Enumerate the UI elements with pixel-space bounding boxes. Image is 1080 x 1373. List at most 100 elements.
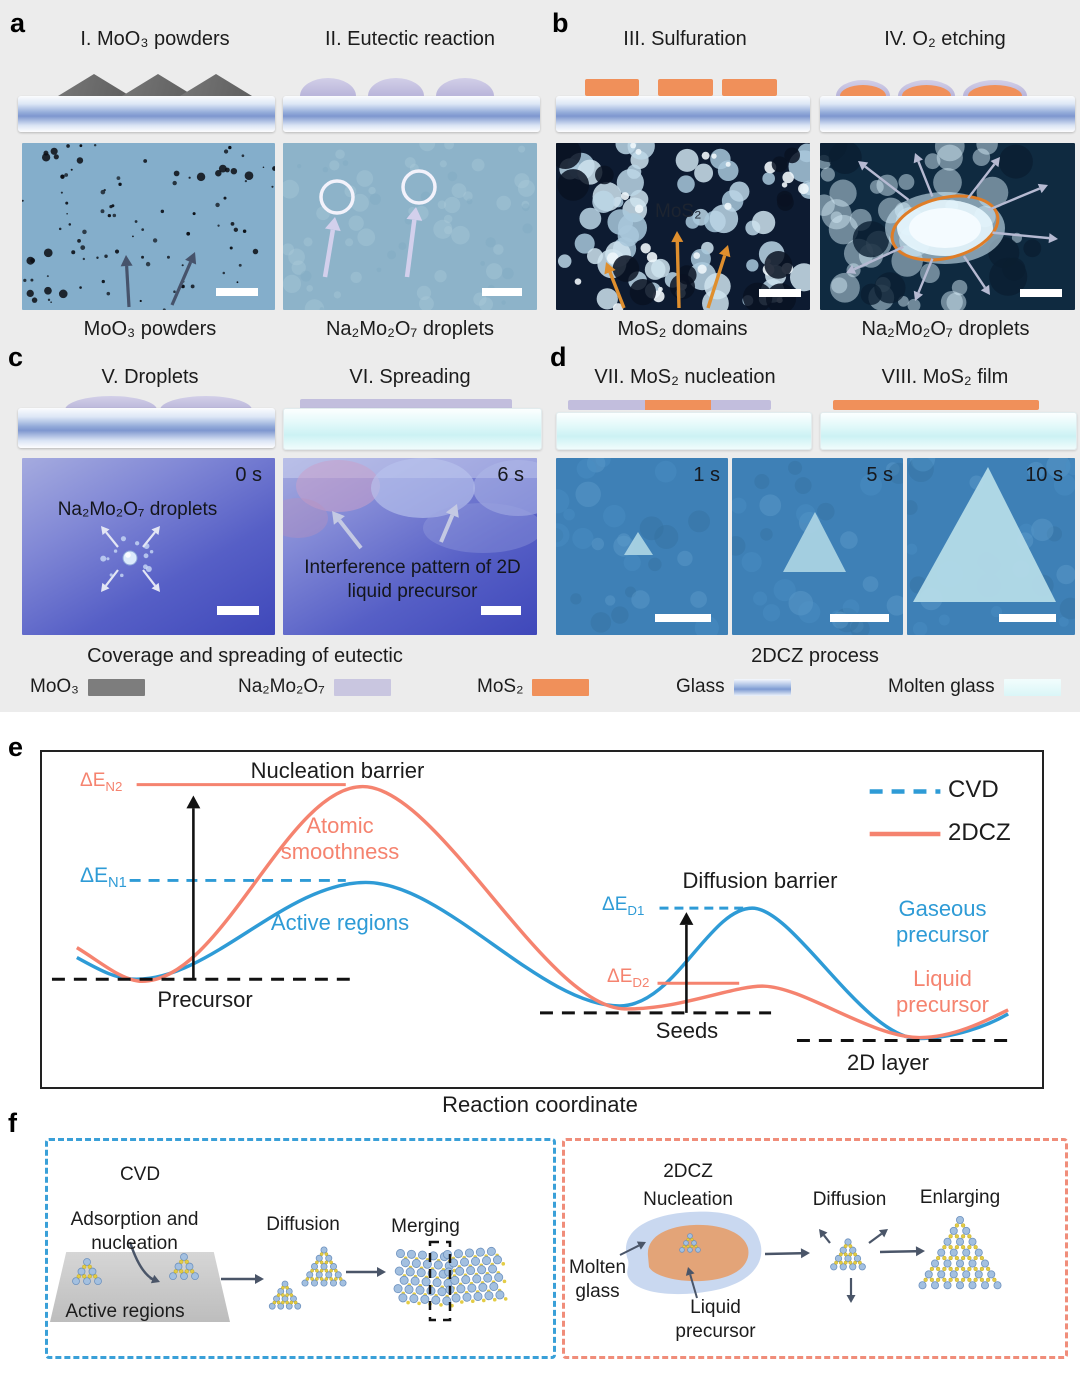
mos2-layer-schematic (658, 79, 713, 96)
step-title-iii: III. Sulfuration (623, 28, 747, 50)
liquid-precursor-label: Liquid precursor (896, 966, 989, 1018)
micrograph-caption: Na₂Mo₂O₇ droplets (325, 318, 495, 340)
precursor-label: Precursor (157, 987, 253, 1012)
scale-bar (216, 288, 258, 296)
gaseous-precursor-label: Gaseous precursor (896, 896, 989, 948)
timestamp: 0 s (235, 464, 262, 486)
panel-label-a: a (10, 8, 26, 38)
legend-item-mos2: MoS₂ (477, 676, 590, 698)
legend-label: Glass (676, 676, 725, 697)
glass-substrate-schematic (283, 96, 540, 132)
nucleation-barrier-label: Nucleation barrier (250, 758, 425, 783)
legend-cvd-label: CVD (948, 776, 999, 803)
panel-label-b: b (552, 8, 569, 38)
glass-substrate-schematic (18, 408, 275, 448)
micrograph-spreading-6s (283, 458, 537, 635)
eutectic-droplet-schematic (368, 78, 424, 96)
scale-bar (830, 614, 889, 622)
mos2-cap-schematic (840, 85, 886, 96)
scale-bar (481, 606, 521, 615)
micrograph-caption: MoS₂ domains (617, 318, 748, 340)
2dcz-schematic-box (562, 1138, 1068, 1359)
micrograph-na2mo2o7-droplets (283, 143, 537, 310)
legend-2dcz-label: 2DCZ (948, 819, 1011, 846)
glass-substrate-schematic (556, 96, 810, 132)
molten-glass-schematic (820, 412, 1077, 450)
step-title-viii: VIII. MoS₂ film (881, 366, 1009, 388)
droplet-schematic (160, 396, 252, 410)
seeds-label: Seeds (655, 1018, 719, 1043)
delta-e-n1-label: ΔEN1 (80, 864, 127, 892)
molten-glass-schematic (283, 408, 542, 450)
legend-label: MoO₃ (30, 676, 79, 697)
step-title-ii: II. Eutectic reaction (324, 28, 496, 50)
micrograph-caption: MoO₃ powders (83, 318, 217, 340)
scale-bar (655, 614, 711, 622)
step-title-iv: IV. O₂ etching (884, 28, 1006, 50)
diffusion-barrier-label: Diffusion barrier (682, 868, 838, 893)
step-title-vi: VI. Spreading (349, 366, 471, 388)
mos2-nucleus-schematic (645, 400, 711, 410)
panel-label-f: f (8, 1108, 17, 1138)
mos2-layer-schematic (585, 79, 639, 96)
merging-label: Merging (391, 1216, 460, 1237)
panel-d-caption: 2DCZ process (751, 645, 879, 667)
delta-e-n2-label: ΔEN2 (80, 770, 123, 794)
timestamp: 6 s (497, 464, 524, 486)
spread-precursor-schematic (300, 399, 512, 410)
liquid-precursor-label: Liquid precursor (675, 1297, 756, 1342)
mos2-layer-schematic (722, 79, 777, 96)
delta-e-d1-label: ΔED1 (602, 894, 645, 918)
enlarging-label: Enlarging (919, 1187, 1001, 1208)
mos2-cap-schematic (902, 85, 951, 96)
legend-label: Na₂Mo₂O₇ (238, 676, 325, 697)
cvd-schematic-box (45, 1138, 556, 1359)
step-title-v: V. Droplets (101, 366, 199, 388)
timestamp: 10 s (1025, 464, 1063, 486)
micrograph-etching (820, 143, 1075, 310)
droplets-annotation: Na₂Mo₂O₇ droplets (57, 499, 218, 520)
micrograph-mos2-domains (556, 143, 810, 310)
moo3-swatch (87, 678, 145, 696)
na2mo2o7-swatch (333, 678, 391, 696)
etched-droplet-schematic (963, 80, 1027, 96)
scale-bar (1020, 289, 1062, 297)
x-axis-label: Reaction coordinate (442, 1092, 638, 1117)
cvd-title: CVD (119, 1164, 161, 1185)
panel-label-c: c (8, 342, 24, 372)
legend-item-na2mo2o7: Na₂Mo₂O₇ (238, 676, 391, 698)
mos2-swatch (532, 678, 590, 696)
mos2-cap-schematic (968, 85, 1022, 96)
droplet-schematic (65, 396, 157, 410)
2d-layer-label: 2D layer (847, 1050, 929, 1075)
legend-item-moo3: MoO₃ (30, 676, 145, 698)
scale-bar (759, 289, 801, 297)
interference-annotation: Interference pattern of 2D liquid precur… (304, 557, 521, 602)
eutectic-droplet-schematic (300, 78, 356, 96)
cvd-diffusion-label: Diffusion (266, 1214, 340, 1235)
micrograph-growth-10s (907, 458, 1075, 635)
timestamp: 1 s (693, 464, 720, 486)
micrograph-caption: Na₂Mo₂O₇ droplets (861, 318, 1030, 340)
2dcz-title: 2DCZ (663, 1161, 713, 1182)
legend-item-molten-glass: Molten glass (888, 676, 1061, 698)
delta-e-d2-label: ΔED2 (607, 966, 650, 990)
molten-glass-schematic (556, 412, 812, 450)
molten-glass-label: Molten glass (568, 1257, 627, 1302)
step-title-vii: VII. MoS₂ nucleation (594, 366, 776, 388)
panel-c-caption: Coverage and spreading of eutectic (87, 645, 403, 667)
mos2-film-schematic (833, 400, 1039, 410)
mos2-annotation: MoS₂ (655, 201, 702, 222)
energy-diagram-box (40, 750, 1044, 1089)
glass-swatch (733, 678, 791, 696)
micrograph-droplets-0s (22, 458, 275, 635)
panel-label-d: d (550, 342, 567, 372)
panel-label-e: e (8, 732, 24, 762)
legend-item-glass: Glass (676, 676, 791, 698)
eutectic-droplet-schematic (436, 78, 494, 96)
scale-bar (217, 606, 259, 615)
dcz-diffusion-label: Diffusion (812, 1189, 887, 1210)
scale-bar (482, 288, 522, 296)
active-regions-label: Active regions (65, 1301, 185, 1322)
